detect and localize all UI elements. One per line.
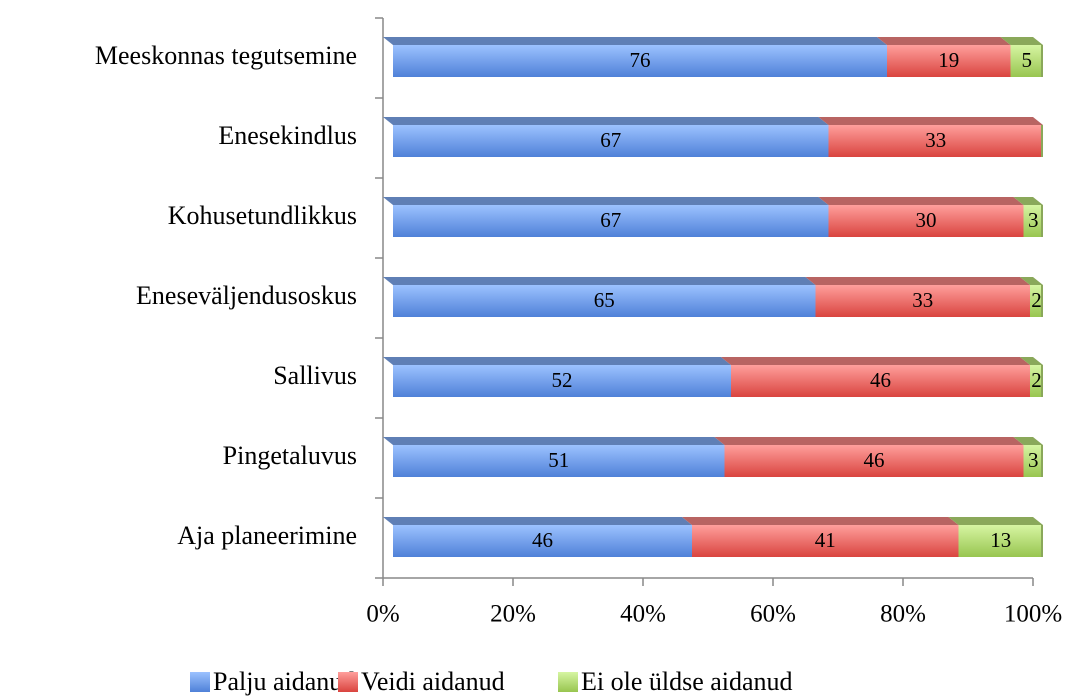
bar-top: [383, 517, 692, 525]
bar: [828, 125, 1043, 157]
bar: [393, 525, 692, 557]
bar-side: [1041, 525, 1043, 557]
category-label: Aja planeerimine: [177, 521, 357, 550]
legend-label: Ei ole üldse aidanud: [581, 667, 793, 696]
x-tick-label: 40%: [620, 601, 666, 628]
bar-top: [818, 117, 1043, 125]
value-label: 67: [600, 128, 621, 152]
bar: [828, 205, 1024, 237]
category-label: Pingetaluvus: [223, 441, 357, 470]
value-label: 13: [990, 528, 1011, 552]
bar-side: [1041, 365, 1043, 397]
value-label: 5: [1022, 48, 1033, 72]
bar-top: [383, 437, 725, 445]
bar-side: [1041, 205, 1043, 237]
bar: [393, 205, 829, 237]
bar: [958, 525, 1043, 557]
category-label: Meeskonnas tegutsemine: [95, 41, 357, 70]
x-tick-label: 0%: [366, 601, 399, 628]
x-tick-label: 80%: [880, 601, 926, 628]
bar-top: [1000, 37, 1043, 45]
value-label: 41: [815, 528, 836, 552]
bar-top: [721, 357, 1030, 365]
bar: [731, 365, 1030, 397]
bar-top: [383, 277, 816, 285]
bar-side: [1041, 125, 1043, 157]
x-tick-label: 60%: [750, 601, 796, 628]
bar: [1010, 45, 1043, 77]
bar-top: [383, 37, 887, 45]
bar: [393, 285, 816, 317]
category-label: Enesekindlus: [218, 121, 357, 150]
bar: [393, 445, 725, 477]
category-label: Eneseväljendusoskus: [136, 281, 357, 310]
bar-top: [805, 277, 1030, 285]
value-label: 2: [1031, 368, 1042, 392]
value-label: 2: [1031, 288, 1042, 312]
bar: [393, 125, 829, 157]
bar-top: [1020, 277, 1043, 285]
legend-swatch: [190, 672, 210, 692]
category-label: Sallivus: [273, 361, 357, 390]
bar-side: [1041, 445, 1043, 477]
bar: [393, 45, 887, 77]
value-label: 65: [594, 288, 615, 312]
value-label: 76: [630, 48, 651, 72]
bar: [815, 285, 1030, 317]
value-label: 33: [912, 288, 933, 312]
bar-side: [1041, 45, 1043, 77]
value-label: 30: [916, 208, 937, 232]
value-label: 52: [552, 368, 573, 392]
bar-top: [383, 357, 731, 365]
value-label: 3: [1028, 448, 1039, 472]
x-tick-label: 20%: [490, 601, 536, 628]
bar-top: [948, 517, 1043, 525]
bar: [692, 525, 959, 557]
bar-top: [818, 197, 1024, 205]
category-label: Kohusetundlikkus: [168, 201, 357, 230]
bar-side: [1041, 285, 1043, 317]
bar: [1030, 285, 1043, 317]
value-label: 46: [532, 528, 553, 552]
value-label: 67: [600, 208, 621, 232]
bar-top: [383, 117, 829, 125]
value-label: 3: [1028, 208, 1039, 232]
bar-top: [1013, 197, 1043, 205]
legend-label: Veidi aidanud: [361, 667, 505, 696]
bar-top: [714, 437, 1024, 445]
legend-label: Palju aidanud: [213, 667, 355, 696]
value-label: 19: [938, 48, 959, 72]
bar: [1023, 445, 1043, 477]
legend-swatch: [338, 672, 358, 692]
bar-top: [682, 517, 959, 525]
legend-swatch: [558, 672, 578, 692]
x-tick-label: 100%: [1004, 601, 1062, 628]
bar: [1023, 205, 1043, 237]
bar: [393, 365, 731, 397]
bar: [1030, 365, 1043, 397]
bar-top: [383, 197, 829, 205]
value-label: 46: [870, 368, 891, 392]
bar-top: [1020, 357, 1043, 365]
bar: [887, 45, 1011, 77]
bar-top: [1013, 437, 1043, 445]
value-label: 46: [864, 448, 885, 472]
bar: [724, 445, 1024, 477]
bar-top: [877, 37, 1011, 45]
value-label: 33: [925, 128, 946, 152]
value-label: 51: [548, 448, 569, 472]
